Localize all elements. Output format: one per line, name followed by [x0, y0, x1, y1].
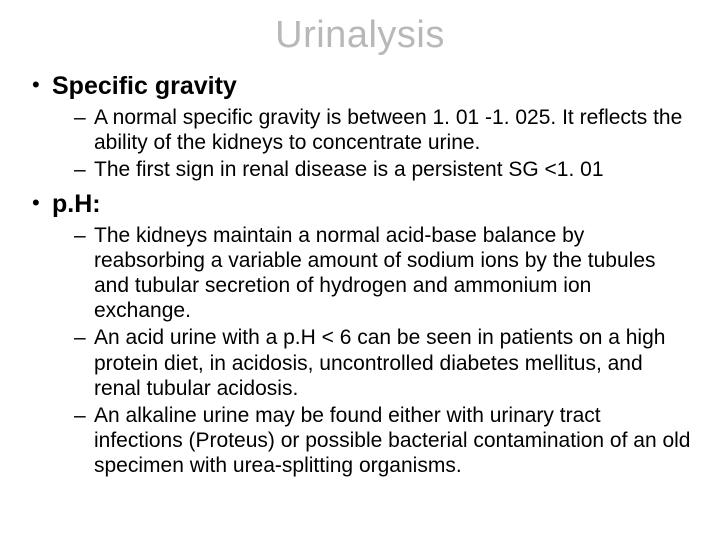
list-item: The first sign in renal disease is a per… [74, 157, 692, 182]
bullet-list-level2: A normal specific gravity is between 1. … [52, 105, 692, 183]
bullet-list-level1: Specific gravity A normal specific gravi… [28, 71, 692, 478]
slide: Urinalysis Specific gravity A normal spe… [0, 0, 720, 540]
section-heading: Specific gravity [52, 71, 692, 101]
bullet-list-level2: The kidneys maintain a normal acid-base … [52, 223, 692, 479]
section-ph: p.H: The kidneys maintain a normal acid-… [28, 189, 692, 479]
slide-title: Urinalysis [28, 14, 692, 57]
list-item: A normal specific gravity is between 1. … [74, 105, 692, 155]
section-heading: p.H: [52, 189, 692, 219]
section-specific-gravity: Specific gravity A normal specific gravi… [28, 71, 692, 183]
list-item: The kidneys maintain a normal acid-base … [74, 223, 692, 324]
list-item: An alkaline urine may be found either wi… [74, 403, 692, 479]
list-item: An acid urine with a p.H < 6 can be seen… [74, 325, 692, 401]
